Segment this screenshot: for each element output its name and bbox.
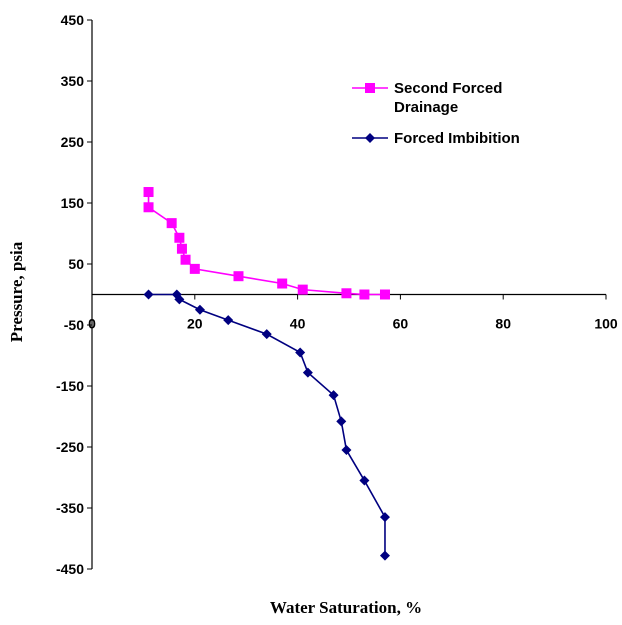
data-point	[359, 475, 370, 486]
y-tick-label: -350	[56, 500, 84, 516]
y-tick-label: 150	[61, 195, 85, 211]
y-tick-label: -450	[56, 561, 84, 577]
x-tick-label: 40	[290, 316, 306, 332]
data-point	[277, 278, 288, 289]
legend-label: Forced Imbibition	[394, 130, 520, 147]
series-line	[148, 293, 386, 556]
legend-item-0: Second Forced Drainage	[352, 80, 502, 116]
data-point	[143, 187, 154, 198]
data-point	[295, 347, 306, 358]
data-point	[379, 512, 390, 523]
x-tick-labels: 0 20 40 60 80 100	[88, 316, 618, 332]
legend-label-cont: Drainage	[394, 99, 458, 116]
data-point	[302, 367, 313, 378]
legend: Second Forced Drainage Forced Imbibition	[352, 80, 520, 147]
data-point	[379, 289, 390, 300]
y-axis-title: Pressure, psia	[7, 241, 26, 342]
data-point	[143, 202, 154, 213]
y-tick-label: 350	[61, 73, 85, 89]
data-point	[223, 315, 234, 326]
data-point	[328, 390, 339, 401]
x-axis-title: Water Saturation, %	[270, 598, 422, 617]
y-tick-label: -250	[56, 439, 84, 455]
data-point	[233, 271, 244, 282]
data-point	[341, 445, 352, 456]
series-line	[147, 192, 385, 296]
x-tick-label: 0	[88, 316, 96, 332]
data-point	[174, 294, 185, 305]
data-point	[359, 289, 370, 300]
legend-swatch-marker	[365, 83, 375, 93]
y-tick-label: -150	[56, 378, 84, 394]
y-tick-label: 250	[61, 134, 85, 150]
data-point	[297, 284, 308, 295]
series-group	[143, 187, 390, 561]
data-point	[189, 263, 200, 274]
data-point	[180, 254, 191, 265]
x-tick-label: 20	[187, 316, 203, 332]
data-point	[379, 550, 390, 561]
legend-label: Second Forced	[394, 80, 502, 97]
legend-item-1: Forced Imbibition	[352, 130, 520, 147]
series-1	[143, 289, 390, 561]
x-tick-label: 60	[393, 316, 409, 332]
data-point	[143, 289, 154, 300]
data-point	[166, 218, 177, 229]
data-point	[341, 288, 352, 299]
legend-swatch-marker	[365, 133, 375, 143]
data-point	[194, 304, 205, 315]
y-tick-labels: 450 350 250 150 50 -50 -150 -250 -350 -450	[56, 12, 84, 577]
y-tick-label: 50	[68, 256, 84, 272]
y-tick-label: 450	[61, 12, 85, 28]
data-point	[261, 329, 272, 340]
x-tick-label: 100	[594, 316, 618, 332]
data-point	[336, 416, 347, 427]
x-tick-label: 80	[495, 316, 511, 332]
y-tick-label: -50	[64, 317, 84, 333]
data-point	[176, 243, 187, 254]
series-0	[143, 187, 390, 300]
data-point	[174, 232, 185, 243]
